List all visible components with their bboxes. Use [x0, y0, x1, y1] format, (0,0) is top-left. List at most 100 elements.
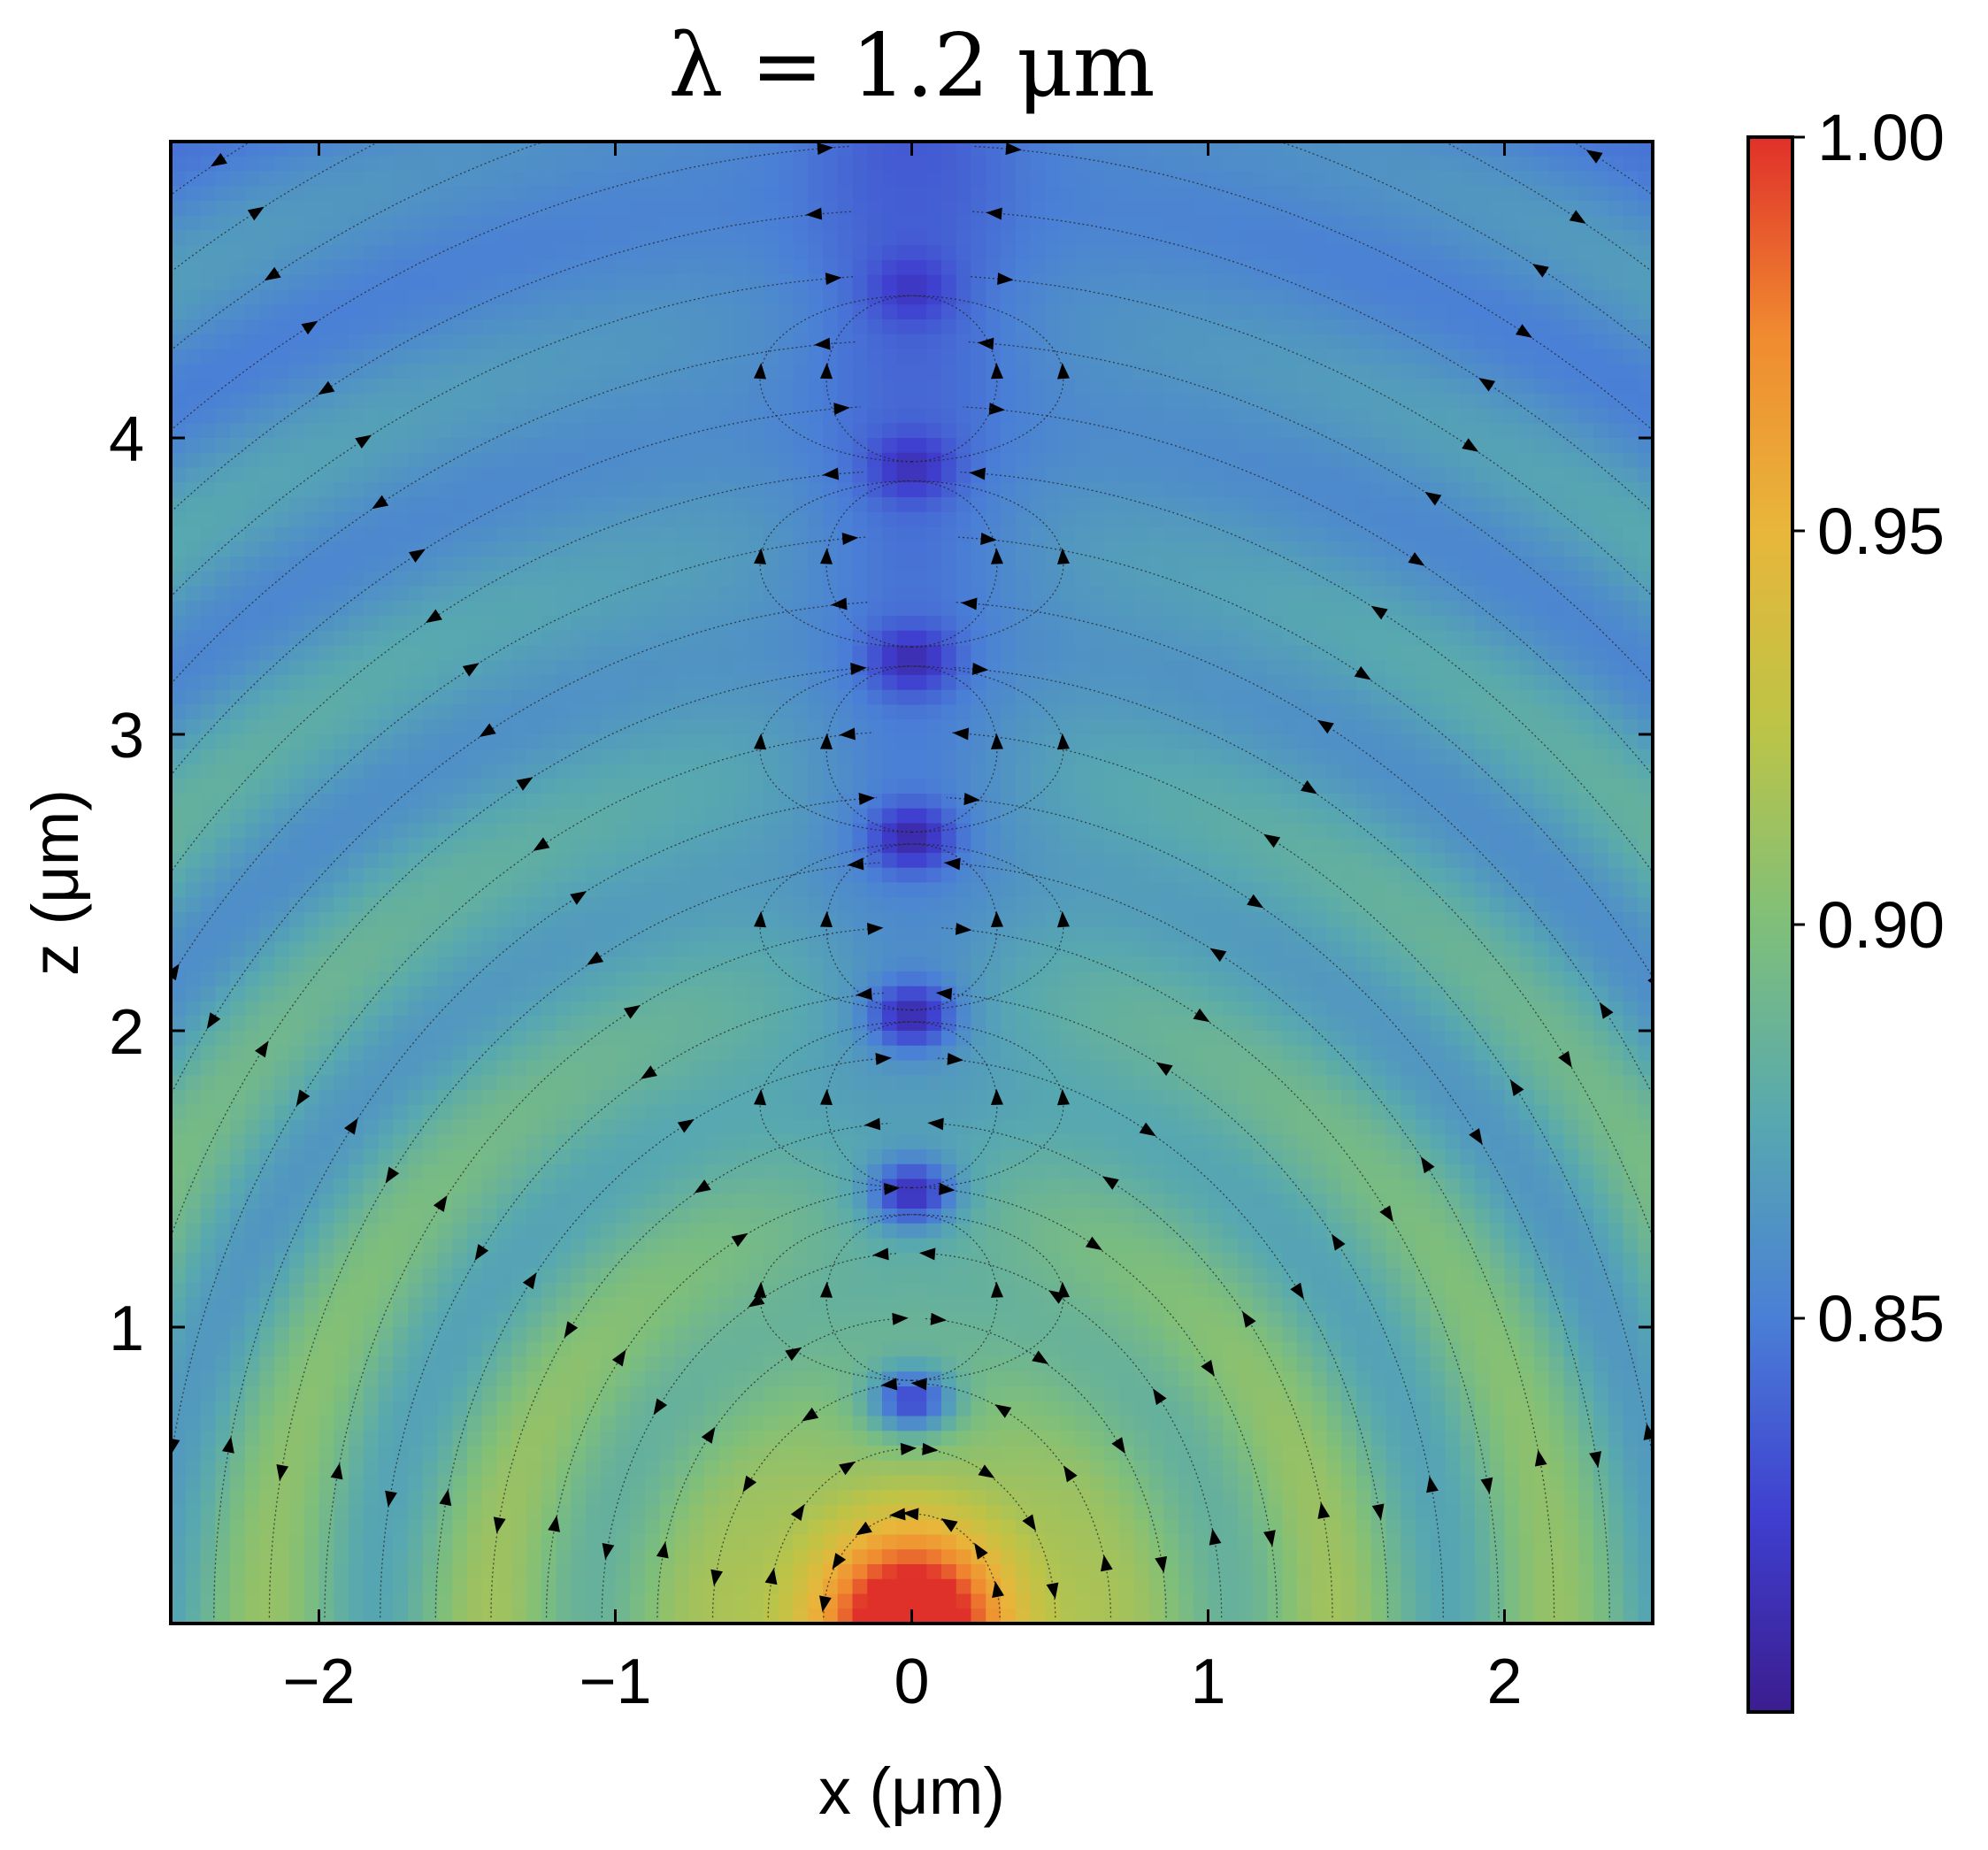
heatmap-cell	[1119, 645, 1135, 661]
heatmap-cell	[1148, 616, 1164, 632]
heatmap-cell	[1416, 748, 1432, 765]
heatmap-cell	[1578, 719, 1594, 735]
heatmap-cell	[718, 808, 735, 825]
heatmap-cell	[1030, 719, 1046, 735]
heatmap-cell	[704, 260, 720, 276]
heatmap-cell	[1519, 186, 1535, 202]
heatmap-cell	[244, 748, 261, 765]
heatmap-cell	[1489, 349, 1506, 365]
heatmap-cell	[185, 823, 202, 839]
heatmap-cell	[319, 838, 334, 854]
heatmap-cell	[1623, 660, 1639, 676]
heatmap-cell	[837, 779, 854, 795]
heatmap-cell	[571, 334, 587, 350]
heatmap-cell	[1060, 304, 1076, 320]
heatmap-cell	[704, 497, 720, 513]
heatmap-cell	[867, 853, 883, 869]
heatmap-cell	[645, 557, 661, 572]
heatmap-cell	[1608, 645, 1624, 661]
heatmap-cell	[1282, 630, 1298, 647]
heatmap-cell	[1238, 704, 1254, 720]
heatmap-cell	[1430, 630, 1447, 647]
heatmap-cell	[926, 379, 942, 395]
heatmap-cell	[837, 823, 854, 839]
heatmap-cell	[1193, 586, 1209, 602]
heatmap-cell	[1489, 260, 1506, 276]
heatmap-cell	[1563, 260, 1579, 276]
heatmap-cell	[882, 557, 898, 572]
heatmap-cell	[334, 838, 349, 854]
heatmap-cell	[808, 601, 824, 617]
heatmap-cell	[481, 557, 498, 572]
heatmap-cell	[911, 319, 927, 335]
heatmap-cell	[511, 571, 527, 587]
heatmap-cell	[615, 393, 631, 410]
heatmap-cell	[1030, 557, 1046, 572]
heatmap-cell	[1548, 704, 1565, 720]
heatmap-cell	[349, 171, 365, 187]
heatmap-cell	[349, 704, 365, 720]
heatmap-cell	[837, 511, 854, 528]
heatmap-cell	[1311, 364, 1328, 380]
heatmap-cell	[1223, 438, 1239, 454]
heatmap-cell	[823, 719, 839, 735]
heatmap-cell	[1001, 704, 1017, 720]
heatmap-cell	[1623, 230, 1639, 246]
heatmap-cell	[244, 289, 261, 305]
heatmap-cell	[185, 838, 202, 854]
heatmap-cell	[689, 571, 705, 587]
heatmap-cell	[1074, 201, 1091, 217]
heatmap-cell	[689, 867, 705, 884]
heatmap-cell	[837, 438, 854, 454]
heatmap-cell	[778, 260, 794, 276]
heatmap-cell	[408, 393, 424, 410]
heatmap-cell	[1548, 867, 1565, 884]
heatmap-cell	[393, 704, 409, 720]
heatmap-cell	[1430, 156, 1447, 173]
heatmap-cell	[1163, 319, 1179, 335]
heatmap-cell	[1074, 734, 1091, 750]
heatmap-cell	[526, 616, 542, 632]
heatmap-cell	[600, 748, 617, 765]
heatmap-cell	[1089, 142, 1105, 157]
heatmap-cell	[1178, 794, 1194, 810]
heatmap-cell	[630, 482, 646, 498]
heatmap-cell	[1089, 171, 1105, 187]
heatmap-cell	[911, 497, 927, 513]
heatmap-cell	[1370, 511, 1387, 528]
heatmap-cell	[689, 334, 705, 350]
heatmap-cell	[422, 230, 439, 246]
heatmap-cell	[1089, 452, 1105, 469]
heatmap-cell	[408, 452, 424, 469]
heatmap-cell	[896, 526, 913, 542]
heatmap-cell	[334, 142, 349, 157]
heatmap-cell	[1401, 452, 1416, 469]
heatmap-cell	[1430, 571, 1447, 587]
heatmap-cell	[215, 364, 231, 380]
heatmap-cell	[1163, 452, 1179, 469]
heatmap-cell	[1119, 794, 1135, 810]
heatmap-cell	[1326, 497, 1342, 513]
heatmap-cell	[571, 779, 587, 795]
heatmap-cell	[1401, 156, 1416, 173]
heatmap-cell	[630, 201, 646, 217]
heatmap-cell	[1385, 364, 1401, 380]
heatmap-cell	[408, 557, 424, 572]
heatmap-cell	[1623, 675, 1639, 691]
heatmap-cell	[911, 201, 927, 217]
heatmap-cell	[526, 274, 542, 291]
heatmap-cell	[1519, 201, 1535, 217]
heatmap-cell	[289, 349, 305, 365]
heatmap-cell	[718, 245, 735, 261]
heatmap-cell	[1104, 379, 1120, 395]
heatmap-cell	[689, 838, 705, 854]
heatmap-cell	[1563, 142, 1579, 157]
heatmap-cell	[867, 779, 883, 795]
heatmap-cell	[541, 438, 557, 454]
heatmap-cell	[481, 734, 498, 750]
heatmap-cell	[926, 304, 942, 320]
heatmap-cell	[303, 779, 320, 795]
heatmap-cell	[586, 230, 602, 246]
heatmap-cell	[1282, 289, 1298, 305]
heatmap-cell	[1311, 230, 1328, 246]
